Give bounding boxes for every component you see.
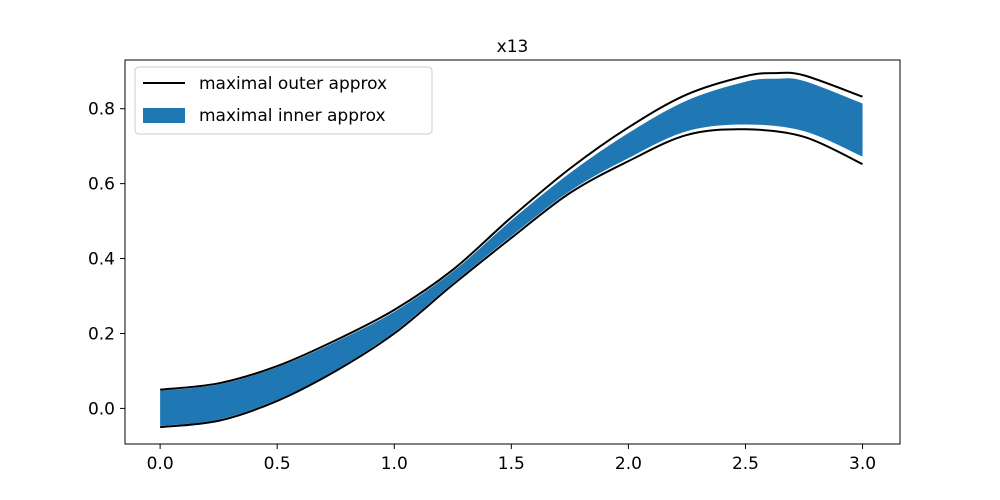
x-tick-label: 0.5: [264, 454, 291, 474]
x-tick-label: 2.5: [732, 454, 759, 474]
outer-approx-lower-line: [160, 128, 863, 429]
legend: maximal outer approx maximal inner appro…: [134, 66, 433, 135]
y-tick-label: 0.2: [88, 324, 115, 344]
x-axis: 0.0 0.5 1.0 1.5 2.0 2.5 3.0: [147, 444, 876, 474]
chart-title: x13: [497, 37, 529, 57]
plot-area: [160, 71, 863, 429]
legend-label-inner: maximal inner approx: [199, 106, 386, 126]
x-tick-label: 0.0: [147, 454, 174, 474]
y-tick-label: 0.0: [88, 399, 115, 419]
legend-frame: [134, 66, 433, 135]
x-tick-label: 2.0: [615, 454, 642, 474]
axes-frame: [124, 59, 901, 445]
legend-label-outer: maximal outer approx: [199, 74, 387, 94]
legend-patch-swatch: [143, 108, 185, 123]
y-tick-label: 0.4: [88, 250, 115, 270]
inner-approx-band: [160, 78, 863, 427]
x-tick-label: 3.0: [849, 454, 876, 474]
y-axis: 0.0 0.2 0.4 0.6 0.8: [88, 100, 125, 419]
x-tick-label: 1.0: [381, 454, 408, 474]
y-tick-label: 0.8: [88, 100, 115, 120]
x-tick-label: 1.5: [498, 454, 525, 474]
y-tick-label: 0.6: [88, 175, 115, 195]
outer-approx-upper-line: [160, 71, 863, 391]
